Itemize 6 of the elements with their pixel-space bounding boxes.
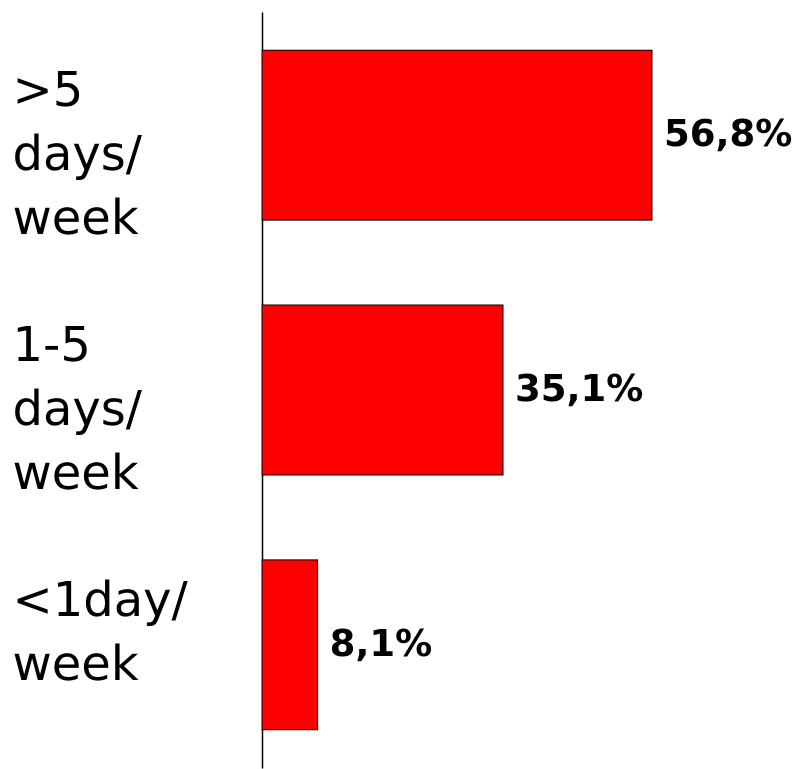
data-label: 35,1% [515, 367, 644, 410]
data-label: 56,8% [664, 112, 792, 156]
y-tick-label: >5 days/week [12, 62, 143, 246]
y-tick-label: 1-5 days/week [12, 317, 143, 501]
data-label: 8,1% [330, 622, 432, 665]
y-tick-label: <1day/week [12, 572, 189, 692]
